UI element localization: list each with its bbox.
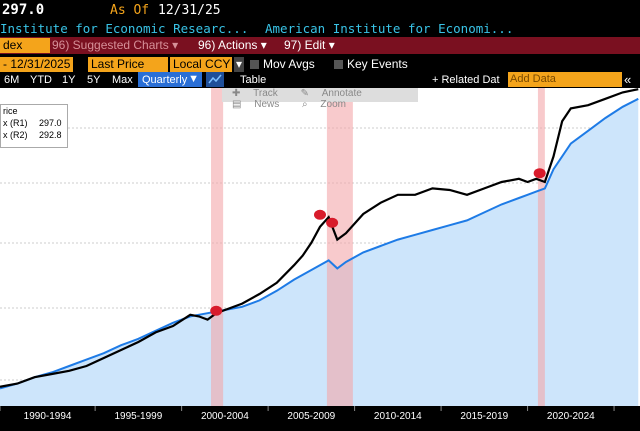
chevron-down-icon: ▾ [172,38,179,52]
frequency-select[interactable]: Quarterly ▼ [138,72,202,87]
time-5y[interactable]: 5Y [87,74,101,86]
chevron-down-icon: ▾ [328,38,335,52]
recession-band [211,88,224,406]
time-1y[interactable]: 1Y [62,74,76,86]
date-value: 12/31/2025 [10,57,71,71]
annotate-label: Annotate [321,88,362,99]
currency-select[interactable]: Local CCY [170,57,232,72]
actions-menu[interactable]: 96) Actions ▾ [198,38,267,53]
table-button[interactable]: Table [240,74,267,86]
line-chart-icon-glyph [208,74,222,84]
x-tick-label: 2020-2024 [547,411,595,422]
x-axis-band [0,406,640,426]
chevron-down-icon: ▼ [188,73,199,85]
mov-avgs-toggle[interactable]: Mov Avgs [250,57,315,72]
x-tick-label: 1995-1999 [114,411,162,422]
legend-row-r2: x (R2) 292.8 [1,129,67,141]
legend-r2-value: 292.8 [39,130,62,140]
annotate-tool[interactable]: ✎ Annotate [296,88,367,99]
last-value: 297.0 [2,2,45,18]
edit-label: 97) Edit [284,38,326,52]
related-data-label: + Related Dat [432,74,500,86]
actions-label: 96) Actions [198,38,258,52]
chart-legend: rice x (R1) 297.0 x (R2) 292.8 [0,104,68,148]
track-tool[interactable]: ✚ Track [227,88,283,99]
chart-area[interactable]: 1990-1994 1995-1999 2000-2004 2005-2009 2010… [0,88,640,426]
line-chart-icon[interactable] [206,72,224,87]
recession-band [537,88,545,406]
key-events-toggle[interactable]: Key Events [334,57,408,72]
x-tick-label: 2000-2004 [201,411,249,422]
as-of-date: 12/31/25 [158,3,221,18]
time-6m[interactable]: 6M [4,74,20,86]
checkbox-icon [250,60,259,69]
frequency-value: Quarterly [142,74,188,86]
legend-row-r1: x (R1) 297.0 [1,117,67,129]
news-tool[interactable]: ▤ News [227,99,284,110]
as-of-label: As Of [110,3,150,18]
key-events-label: Key Events [347,57,408,71]
x-tick-label: 2005-2009 [287,411,335,422]
field-value: Last Price [91,57,145,71]
edit-menu[interactable]: 97) Edit ▾ [284,38,335,53]
zoom-label: Zoom [320,99,346,110]
legend-r1-label: x (R1) [3,118,28,128]
legend-r1-value: 297.0 [39,118,62,128]
currency-dropdown-icon[interactable]: ▾ [234,57,245,72]
time-max[interactable]: Max [112,74,133,86]
index-tab-label: dex [3,38,23,52]
suggested-charts-menu[interactable]: 96) Suggested Charts ▾ [52,38,178,53]
source-left: Institute for Economic Researc... [0,21,249,36]
source-right: American Institute for Economi... [265,21,514,36]
news-icon: ▤ [232,99,242,110]
event-marker-icon [210,305,223,316]
menu-bar: dex 96) Suggested Charts ▾ 96) Actions ▾… [0,37,640,54]
event-marker-icon [326,217,339,228]
checkbox-icon [334,60,343,69]
legend-title: rice [3,106,18,116]
mov-avgs-label: Mov Avgs [263,57,315,71]
x-tick-label: 2010-2014 [374,411,422,422]
timebar-row: 6M YTD 1Y 5Y Max Quarterly ▼ Table + Rel… [0,72,640,88]
legend-r2-label: x (R2) [3,130,28,140]
add-data-input[interactable]: Add Data [508,72,622,87]
controls-row: - 12/31/2025 Last Price Local CCY ▾ Mov … [0,57,640,73]
suggested-charts-label: 96) Suggested Charts [52,38,169,52]
recession-band [326,88,353,406]
zoom-icon: ⌕ [302,99,308,110]
source-row: Institute for Economic Researc... Americ… [0,20,640,37]
currency-value: Local CCY [173,57,231,71]
chart-toolbar: ✚ Track ✎ Annotate ▤ News ⌕ Zoom [222,88,418,110]
series-line-r1 [0,88,639,388]
chart-svg: 1990-1994 1995-1999 2000-2004 2005-2009 2010… [0,88,640,426]
track-label: Track [253,88,278,99]
time-ytd[interactable]: YTD [30,74,52,86]
minus-icon: - [3,57,11,71]
header-row: 297.0 As Of 12/31/25 [0,0,640,20]
x-tick-label: 1990-1994 [24,411,72,422]
event-marker-icon [314,209,326,220]
field-select[interactable]: Last Price [88,57,168,72]
news-label: News [254,99,280,110]
pencil-icon: ✎ [300,88,309,99]
date-field[interactable]: - 12/31/2025 [0,57,74,72]
zoom-tool[interactable]: ⌕ Zoom [297,99,351,110]
index-tab[interactable]: dex [0,38,50,53]
plus-icon: ✚ [232,88,241,99]
double-chevron-left-icon[interactable]: « [624,72,632,87]
x-tick-label: 2015-2019 [460,411,508,422]
event-marker-icon [533,168,546,179]
chevron-down-icon: ▾ [260,38,267,52]
series-line-r2 [0,97,639,390]
